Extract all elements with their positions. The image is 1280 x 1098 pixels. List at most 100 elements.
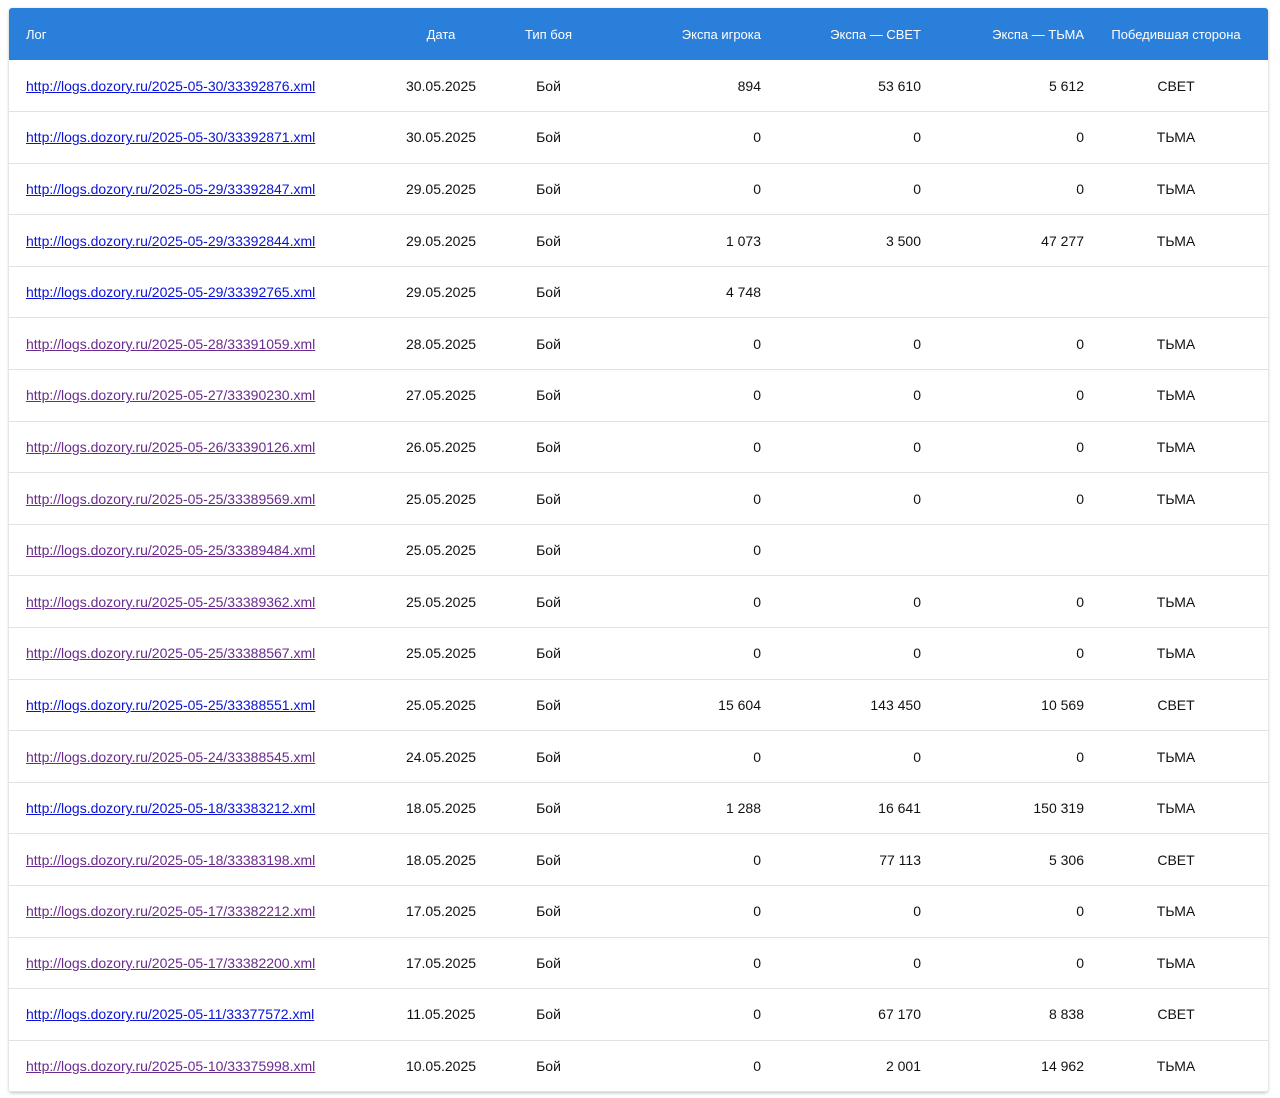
cell-log: http://logs.dozory.ru/2025-05-18/3338319… — [9, 834, 386, 886]
log-link[interactable]: http://logs.dozory.ru/2025-05-24/3338854… — [26, 748, 316, 765]
column-header-date[interactable]: Дата — [426, 26, 456, 42]
cell-winner: ТЬМА — [1156, 180, 1196, 197]
cell-date: 29.05.2025 — [405, 232, 477, 249]
cell-log: http://logs.dozory.ru/2025-05-27/3339023… — [9, 370, 386, 422]
log-link[interactable]: http://logs.dozory.ru/2025-05-17/3338220… — [26, 954, 316, 971]
cell-exp-light — [761, 266, 921, 318]
cell-winner: ТЬМА — [1156, 800, 1196, 817]
cell-player-exp: 0 — [753, 129, 761, 146]
table-row: http://logs.dozory.ru/2025-05-17/3338220… — [9, 937, 1268, 989]
cell-battle-type: Бой — [536, 1058, 561, 1075]
column-header-log[interactable]: Лог — [26, 26, 47, 42]
cell-log: http://logs.dozory.ru/2025-05-17/3338221… — [9, 886, 386, 938]
table-row: http://logs.dozory.ru/2025-05-25/3338855… — [9, 679, 1268, 731]
cell-player-exp: 1 073 — [725, 232, 761, 249]
cell-exp-light: 2 001 — [885, 1058, 921, 1075]
log-link[interactable]: http://logs.dozory.ru/2025-05-18/3338319… — [26, 851, 316, 868]
column-header-player-exp[interactable]: Экспа игрока — [681, 26, 761, 42]
table-body: http://logs.dozory.ru/2025-05-30/3339287… — [9, 60, 1268, 1092]
cell-date: 30.05.2025 — [405, 77, 477, 94]
cell-battle-type: Бой — [536, 387, 561, 404]
log-link[interactable]: http://logs.dozory.ru/2025-05-10/3337599… — [26, 1058, 316, 1075]
cell-log: http://logs.dozory.ru/2025-05-29/3339284… — [9, 215, 386, 267]
cell-date: 29.05.2025 — [405, 180, 477, 197]
cell-winner: ТЬМА — [1156, 1058, 1196, 1075]
cell-winner: ТЬМА — [1156, 335, 1196, 352]
log-link[interactable]: http://logs.dozory.ru/2025-05-25/3338948… — [26, 542, 316, 559]
cell-log: http://logs.dozory.ru/2025-05-11/3337757… — [9, 989, 386, 1041]
cell-player-exp: 0 — [753, 335, 761, 352]
log-link[interactable]: http://logs.dozory.ru/2025-05-29/3339276… — [26, 284, 316, 301]
cell-date: 25.05.2025 — [405, 542, 477, 559]
cell-log: http://logs.dozory.ru/2025-05-30/3339287… — [9, 112, 386, 164]
cell-date: 17.05.2025 — [405, 903, 477, 920]
cell-battle-type: Бой — [536, 748, 561, 765]
cell-battle-type: Бой — [536, 903, 561, 920]
cell-winner: ТЬМА — [1156, 903, 1196, 920]
column-header-exp-dark[interactable]: Экспа — ТЬМА — [992, 26, 1084, 42]
log-link[interactable]: http://logs.dozory.ru/2025-05-29/3339284… — [26, 232, 316, 249]
cell-battle-type: Бой — [536, 1006, 561, 1023]
cell-exp-dark: 0 — [1076, 593, 1084, 610]
cell-exp-light: 16 641 — [878, 800, 921, 817]
cell-battle-type: Бой — [536, 645, 561, 662]
cell-exp-dark: 0 — [1076, 903, 1084, 920]
cell-exp-light: 67 170 — [878, 1006, 921, 1023]
cell-exp-light: 77 113 — [879, 851, 921, 868]
log-link[interactable]: http://logs.dozory.ru/2025-05-25/3338855… — [26, 696, 316, 713]
cell-player-exp: 0 — [753, 387, 761, 404]
table-row: http://logs.dozory.ru/2025-05-30/3339287… — [9, 112, 1268, 164]
table-row: http://logs.dozory.ru/2025-05-29/3339284… — [9, 215, 1268, 267]
log-link[interactable]: http://logs.dozory.ru/2025-05-26/3339012… — [26, 438, 316, 455]
log-link[interactable]: http://logs.dozory.ru/2025-05-28/3339105… — [26, 335, 316, 352]
log-link[interactable]: http://logs.dozory.ru/2025-05-11/3337757… — [26, 1006, 315, 1023]
cell-date: 27.05.2025 — [405, 387, 477, 404]
log-link[interactable]: http://logs.dozory.ru/2025-05-25/3338856… — [26, 645, 316, 662]
cell-date: 25.05.2025 — [405, 593, 477, 610]
table-row: http://logs.dozory.ru/2025-05-29/3339284… — [9, 163, 1268, 215]
cell-winner: ТЬМА — [1156, 490, 1196, 507]
log-link[interactable]: http://logs.dozory.ru/2025-05-27/3339023… — [26, 387, 316, 404]
log-link[interactable]: http://logs.dozory.ru/2025-05-25/3338936… — [26, 593, 316, 610]
column-header-battle-type[interactable]: Тип боя — [525, 26, 572, 42]
cell-date: 25.05.2025 — [405, 696, 477, 713]
log-link[interactable]: http://logs.dozory.ru/2025-05-18/3338321… — [26, 800, 316, 817]
cell-winner: ТЬМА — [1156, 645, 1196, 662]
cell-player-exp: 0 — [753, 490, 761, 507]
cell-log: http://logs.dozory.ru/2025-05-30/3339287… — [9, 60, 386, 112]
cell-winner: СВЕТ — [1157, 77, 1195, 94]
cell-player-exp: 4 748 — [725, 284, 761, 301]
cell-exp-dark: 0 — [1076, 438, 1084, 455]
log-link[interactable]: http://logs.dozory.ru/2025-05-30/3339287… — [26, 129, 316, 146]
cell-player-exp: 0 — [753, 954, 761, 971]
cell-log: http://logs.dozory.ru/2025-05-25/3338948… — [9, 524, 386, 576]
cell-date: 10.05.2025 — [405, 1058, 477, 1075]
log-link[interactable]: http://logs.dozory.ru/2025-05-17/3338221… — [26, 903, 316, 920]
column-header-exp-light[interactable]: Экспа — СВЕТ — [830, 26, 921, 42]
log-link[interactable]: http://logs.dozory.ru/2025-05-29/3339284… — [26, 180, 316, 197]
log-link[interactable]: http://logs.dozory.ru/2025-05-25/3338956… — [26, 490, 316, 507]
cell-exp-light: 0 — [913, 490, 921, 507]
cell-winner: СВЕТ — [1157, 1006, 1195, 1023]
cell-battle-type: Бой — [536, 335, 561, 352]
cell-player-exp: 0 — [753, 1058, 761, 1075]
cell-exp-light: 0 — [913, 903, 921, 920]
cell-battle-type: Бой — [536, 490, 561, 507]
cell-date: 29.05.2025 — [405, 284, 477, 301]
cell-battle-type: Бой — [536, 542, 561, 559]
column-header-winner[interactable]: Победившая сторона — [1111, 26, 1241, 42]
cell-exp-light: 0 — [913, 335, 921, 352]
battle-log-table-card: Лог Дата Тип боя Экспа игрока Экспа — СВ… — [9, 8, 1268, 1093]
cell-exp-dark: 0 — [1076, 129, 1084, 146]
log-link[interactable]: http://logs.dozory.ru/2025-05-30/3339287… — [26, 77, 316, 94]
cell-winner: СВЕТ — [1157, 851, 1195, 868]
cell-player-exp: 0 — [753, 645, 761, 662]
cell-winner: ТЬМА — [1156, 438, 1196, 455]
cell-exp-dark: 0 — [1076, 748, 1084, 765]
table-row: http://logs.dozory.ru/2025-05-18/3338319… — [9, 834, 1268, 886]
battle-log-table: Лог Дата Тип боя Экспа игрока Экспа — СВ… — [9, 8, 1268, 1092]
cell-exp-light: 0 — [913, 180, 921, 197]
cell-date: 30.05.2025 — [405, 129, 477, 146]
cell-battle-type: Бой — [536, 851, 561, 868]
